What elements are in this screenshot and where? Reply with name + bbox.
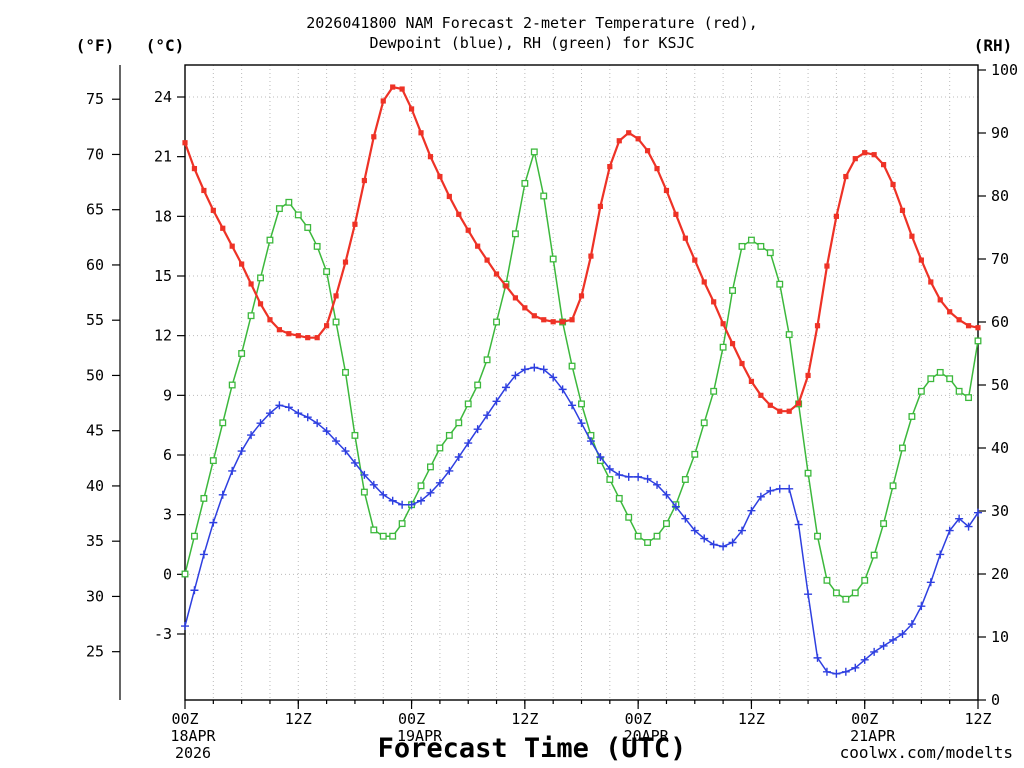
date-label: 2026	[175, 744, 211, 762]
fahrenheit-tick-label: 75	[86, 90, 104, 108]
rh-tick-label: 90	[991, 124, 1009, 142]
rh-tick-label: 50	[991, 376, 1009, 394]
x-axis-ticks	[184, 700, 979, 709]
fahrenheit-tick-labels: 75 70 65 60 55 50 45 40 35 30 25	[86, 90, 104, 660]
chart-title-line1: 2026041800 NAM Forecast 2-meter Temperat…	[306, 14, 758, 32]
rh-tick-label: 20	[991, 565, 1009, 583]
fahrenheit-tick-label: 40	[86, 477, 104, 495]
fahrenheit-tick-label: 30	[86, 587, 104, 605]
date-label: 19APR	[397, 727, 443, 745]
plot-area: 757065605550454035302524211815129630-310…	[86, 61, 1018, 762]
fahrenheit-tick-label: 45	[86, 422, 104, 440]
x-tick-label: 12Z	[738, 710, 765, 728]
rh-tick-label: 60	[991, 313, 1009, 331]
date-label: 20APR	[624, 727, 670, 745]
rh-axis-unit: (RH)	[974, 36, 1013, 55]
celsius-axis-ticks	[177, 96, 185, 635]
celsius-tick-label: 15	[154, 267, 172, 285]
x-tick-label: 00Z	[398, 710, 425, 728]
rh-axis-ticks	[978, 69, 986, 701]
celsius-tick-label: 6	[163, 446, 172, 464]
series-rh-line	[184, 151, 979, 601]
fahrenheit-tick-label: 35	[86, 532, 104, 550]
x-tick-label: 12Z	[511, 710, 538, 728]
celsius-tick-label: -3	[154, 625, 172, 643]
x-axis-title: Forecast Time (UTC)	[378, 733, 687, 764]
series-dewpoint	[181, 363, 982, 678]
series-temperature	[182, 84, 981, 414]
celsius-tick-label: 12	[154, 327, 172, 345]
celsius-tick-label: 24	[154, 88, 172, 106]
fahrenheit-tick-label: 60	[86, 256, 104, 274]
fahrenheit-tick-label: 70	[86, 145, 104, 163]
rh-tick-label: 70	[991, 250, 1009, 268]
rh-tick-label: 30	[991, 502, 1009, 520]
fahrenheit-axis	[112, 65, 121, 700]
x-tick-label: 12Z	[964, 710, 991, 728]
rh-tick-label: 10	[991, 628, 1009, 646]
series-temperature-markers	[182, 84, 981, 414]
x-tick-label: 00Z	[625, 710, 652, 728]
rh-tick-label: 100	[991, 61, 1018, 79]
fahrenheit-tick-label: 55	[86, 311, 104, 329]
x-tick-label: 00Z	[851, 710, 878, 728]
rh-tick-label: 40	[991, 439, 1009, 457]
chart-title-line2: Dewpoint (blue), RH (green) for KSJC	[369, 34, 694, 52]
celsius-tick-label: 21	[154, 148, 172, 166]
celsius-axis-unit: (°C)	[146, 36, 185, 55]
plot-border	[184, 64, 979, 701]
celsius-tick-label: 0	[163, 565, 172, 583]
date-label: 18APR	[170, 727, 216, 745]
fahrenheit-axis-unit: (°F)	[76, 36, 115, 55]
celsius-tick-label: 3	[163, 506, 172, 524]
rh-tick-label: 0	[991, 691, 1000, 709]
fahrenheit-tick-label: 25	[86, 643, 104, 661]
gridlines	[185, 65, 978, 700]
watermark: coolwx.com/modelts	[840, 743, 1013, 762]
date-label: 21APR	[850, 727, 896, 745]
series-rh	[181, 148, 982, 603]
series-rh-markers	[181, 148, 982, 603]
fahrenheit-tick-label: 65	[86, 201, 104, 219]
celsius-tick-label: 18	[154, 207, 172, 225]
x-tick-label: 12Z	[285, 710, 312, 728]
x-tick-label: 00Z	[171, 710, 198, 728]
rh-tick-label: 80	[991, 187, 1009, 205]
x-tick-labels: 00Z 12Z 00Z 12Z 00Z 12Z 00Z 12Z	[171, 710, 991, 728]
series-dewpoint-markers	[181, 363, 982, 678]
fahrenheit-tick-label: 50	[86, 366, 104, 384]
celsius-tick-label: 9	[163, 386, 172, 404]
celsius-tick-labels: 24 21 18 15 12 9 6 3 0 -3	[154, 88, 172, 643]
